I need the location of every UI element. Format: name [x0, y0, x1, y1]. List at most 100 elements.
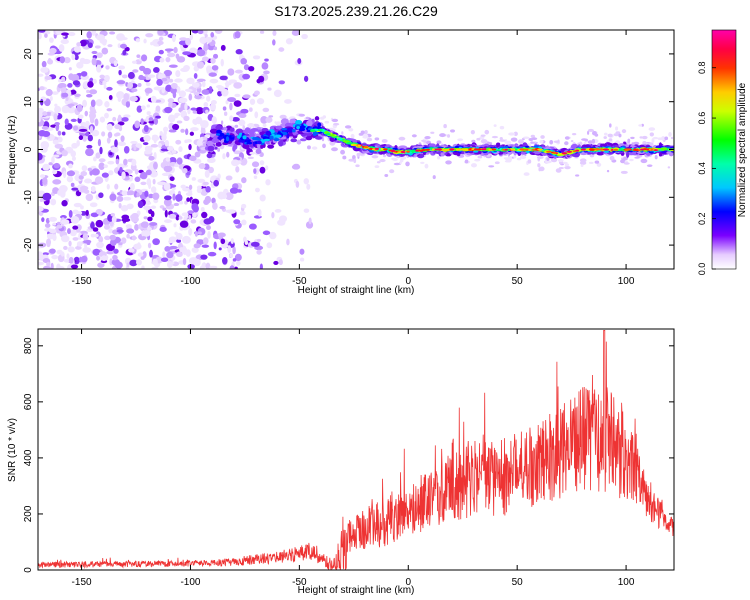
- heatmap-speck: [76, 241, 83, 247]
- heatmap-speck: [207, 231, 211, 239]
- heatmap-speck: [298, 113, 305, 117]
- heatmap-speck: [262, 107, 270, 113]
- colorbar-label: Normalized spectral amplitude: [737, 82, 748, 217]
- heatmap-speck: [145, 201, 152, 206]
- heatmap-speck: [40, 66, 49, 73]
- heatmap-ridge-peak: [519, 148, 525, 151]
- heatmap-speck: [274, 209, 282, 213]
- heatmap-speck: [241, 219, 247, 226]
- heatmap-speck: [205, 186, 211, 193]
- heatmap-speck: [82, 233, 89, 241]
- heatmap-speck: [159, 226, 167, 232]
- heatmap-ridge-high: [618, 148, 624, 151]
- heatmap-speck: [135, 38, 141, 43]
- heatmap-speck: [241, 177, 247, 184]
- heatmap-ridge-peak: [400, 150, 406, 153]
- heatmap-ridge-peak: [572, 150, 577, 153]
- heatmap-speck: [168, 129, 177, 133]
- heatmap-speck: [131, 235, 137, 241]
- heatmap-speck: [235, 49, 243, 55]
- heatmap-speck: [113, 60, 118, 67]
- heatmap-speck: [186, 139, 192, 143]
- heatmap-speck: [118, 69, 122, 76]
- heatmap-speck: [60, 39, 69, 45]
- heatmap-speck: [84, 178, 93, 184]
- heatmap-speck: [234, 69, 243, 74]
- heatmap-speck: [142, 142, 149, 146]
- heatmap-speck: [259, 166, 266, 174]
- heatmap-speck: [73, 202, 82, 208]
- heatmap-speck: [161, 133, 167, 141]
- heatmap-speck: [157, 40, 164, 45]
- heatmap-speck: [76, 139, 80, 147]
- heatmap-speck: [109, 31, 116, 35]
- colorbar-tick-label: 0.0: [697, 263, 707, 276]
- heatmap-speck: [61, 92, 69, 98]
- bottom-x-axis-label: Height of straight line (km): [298, 585, 415, 596]
- heatmap-speck: [174, 163, 179, 168]
- heatmap-speck: [584, 138, 589, 142]
- heatmap-speck: [84, 242, 88, 250]
- heatmap-speck: [575, 174, 580, 177]
- heatmap-speck: [71, 187, 79, 191]
- heatmap-speck: [168, 261, 175, 265]
- heatmap-speck: [38, 30, 46, 33]
- heatmap-speck: [59, 184, 68, 193]
- heatmap-speck: [90, 212, 99, 218]
- heatmap-speck: [63, 245, 68, 251]
- heatmap-speck: [537, 163, 541, 168]
- heatmap-speck: [116, 195, 124, 202]
- heatmap-ridge-cell: [255, 148, 262, 154]
- heatmap-speck: [52, 179, 62, 185]
- heatmap-speck: [185, 37, 192, 46]
- heatmap-speck: [164, 139, 170, 147]
- heatmap-speck: [180, 184, 187, 189]
- heatmap-speck: [210, 57, 216, 64]
- heatmap-speck: [134, 224, 139, 231]
- heatmap-speck: [70, 73, 80, 82]
- heatmap-speck: [131, 60, 137, 64]
- heatmap-speck: [116, 80, 126, 85]
- heatmap-speck: [185, 128, 189, 136]
- heatmap-speck: [510, 137, 518, 142]
- heatmap-speck: [63, 258, 70, 263]
- heatmap-speck: [193, 73, 198, 79]
- heatmap-speck: [350, 133, 355, 139]
- heatmap-speck: [236, 260, 241, 266]
- heatmap-speck: [46, 238, 52, 247]
- heatmap-speck: [112, 254, 118, 261]
- heatmap-speck: [331, 118, 339, 123]
- heatmap-speck: [506, 140, 512, 146]
- heatmap-speck: [121, 237, 127, 244]
- heatmap-speck: [141, 265, 145, 269]
- heatmap-speck: [86, 241, 91, 246]
- heatmap-speck: [587, 128, 595, 132]
- heatmap-speck: [82, 99, 88, 108]
- heatmap-speck: [517, 139, 524, 144]
- heatmap-speck: [108, 228, 113, 234]
- heatmap-speck: [209, 78, 219, 84]
- heatmap-ridge-core: [263, 138, 271, 142]
- heatmap-speck: [176, 251, 183, 258]
- heatmap-speck: [62, 107, 72, 112]
- heatmap-ridge-peak: [537, 148, 544, 151]
- heatmap-ridge-peak: [586, 148, 590, 151]
- heatmap-ridge-cell: [314, 116, 320, 121]
- heatmap-speck: [175, 70, 181, 78]
- heatmap-speck: [126, 203, 134, 210]
- heatmap-speck: [307, 145, 311, 150]
- heatmap-speck: [150, 95, 157, 103]
- heatmap-speck: [183, 115, 190, 121]
- chart-title: S173.2025.239.21.26.C29: [274, 3, 438, 19]
- heatmap-speck: [39, 86, 45, 91]
- heatmap-speck: [352, 155, 356, 160]
- heatmap-ridge-peak: [632, 148, 639, 151]
- heatmap-speck: [157, 181, 166, 186]
- heatmap-speck: [499, 139, 506, 142]
- heatmap-speck: [117, 121, 125, 126]
- bottom-y-tick-label: 600: [23, 393, 34, 410]
- heatmap-speck: [251, 161, 260, 168]
- heatmap-speck: [342, 155, 347, 160]
- heatmap-speck: [322, 115, 327, 119]
- heatmap-speck: [271, 211, 275, 219]
